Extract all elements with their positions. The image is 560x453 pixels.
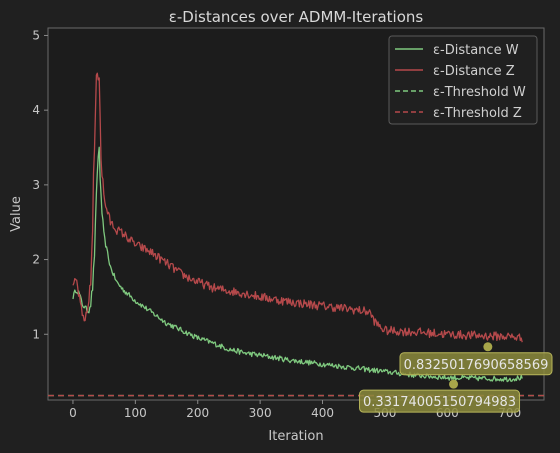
x-tick-label: 0 [69, 406, 77, 420]
y-tick-label: 4 [32, 103, 40, 117]
x-tick-label: 300 [249, 406, 272, 420]
annotation-label: 0.33174005150794983 [363, 395, 516, 410]
legend-label: ε-Threshold Z [433, 106, 522, 121]
chart-title: ε-Distances over ADMM-Iterations [169, 8, 424, 26]
series-line [72, 146, 523, 383]
annotation-label: 0.8325017690658569 [404, 358, 549, 373]
annotation-dot [483, 342, 493, 352]
x-axis-title: Iteration [268, 429, 323, 444]
annotations: 0.8325017690658569 0.33174005150794983 [359, 342, 553, 413]
x-tick-label: 100 [124, 406, 147, 420]
y-tick-label: 3 [32, 178, 40, 192]
annotation-box [399, 352, 553, 376]
legend: ε-Distance W ε-Distance Z ε-Threshold W ε-T… [388, 35, 538, 125]
x-tick-label: 200 [186, 406, 209, 420]
y-tick-label: 2 [32, 253, 40, 267]
legend-label: ε-Distance Z [433, 64, 515, 79]
annotation-dot [449, 379, 459, 389]
y-tick-label: 1 [32, 327, 40, 341]
annotation-box [359, 389, 521, 413]
x-tick-label: 400 [311, 406, 334, 420]
series-lines [72, 72, 523, 383]
legend-label: ε-Distance W [433, 43, 519, 58]
series-line [72, 72, 523, 343]
y-axis-title: Value [9, 196, 24, 232]
legend-box [388, 35, 538, 125]
legend-label: ε-Threshold W [433, 85, 526, 100]
y-tick-label: 5 [32, 28, 40, 42]
